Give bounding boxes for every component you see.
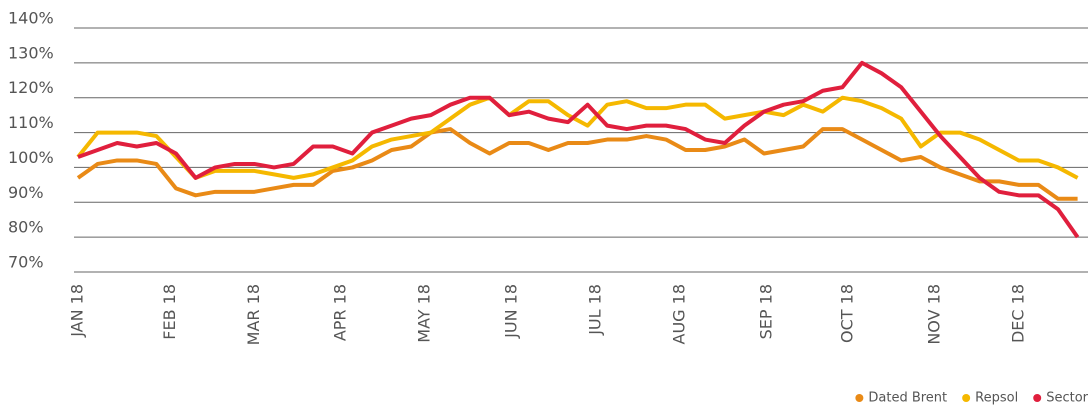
y-tick-label: 80% <box>8 218 44 237</box>
x-tick-label: JAN 18 <box>68 284 87 338</box>
legend-label: Repsol <box>975 391 1018 406</box>
legend-dot <box>1033 394 1042 402</box>
x-tick-label: NOV 18 <box>924 284 943 345</box>
x-tick-label: JUL 18 <box>586 284 605 336</box>
x-tick-label: SEP 18 <box>756 284 775 339</box>
x-tick-label: MAR 18 <box>244 284 263 345</box>
x-tick-label: AUG 18 <box>670 284 689 345</box>
x-tick-label: JUN 18 <box>502 284 521 339</box>
y-tick-label: 140% <box>8 9 54 28</box>
legend-label: Sector <box>1046 391 1088 406</box>
y-tick-label: 120% <box>8 78 54 97</box>
y-tick-label: 130% <box>8 43 54 62</box>
x-tick-label: APR 18 <box>331 284 350 341</box>
x-tick-label: FEB 18 <box>160 284 179 340</box>
x-tick-label: DEC 18 <box>1008 284 1027 343</box>
x-tick-label: OCT 18 <box>838 284 857 343</box>
y-tick-label: 70% <box>8 253 44 272</box>
series-line <box>77 60 1080 239</box>
x-tick-label: MAY 18 <box>415 284 434 343</box>
y-tick-label: 110% <box>8 113 54 132</box>
series-line <box>76 95 1079 180</box>
series-line <box>76 127 1078 201</box>
legend-dot <box>855 394 864 402</box>
legend-dot <box>962 394 971 402</box>
y-tick-label: 90% <box>8 183 44 202</box>
y-tick-label: 100% <box>8 148 54 167</box>
legend-label: Dated Brent <box>868 391 947 406</box>
